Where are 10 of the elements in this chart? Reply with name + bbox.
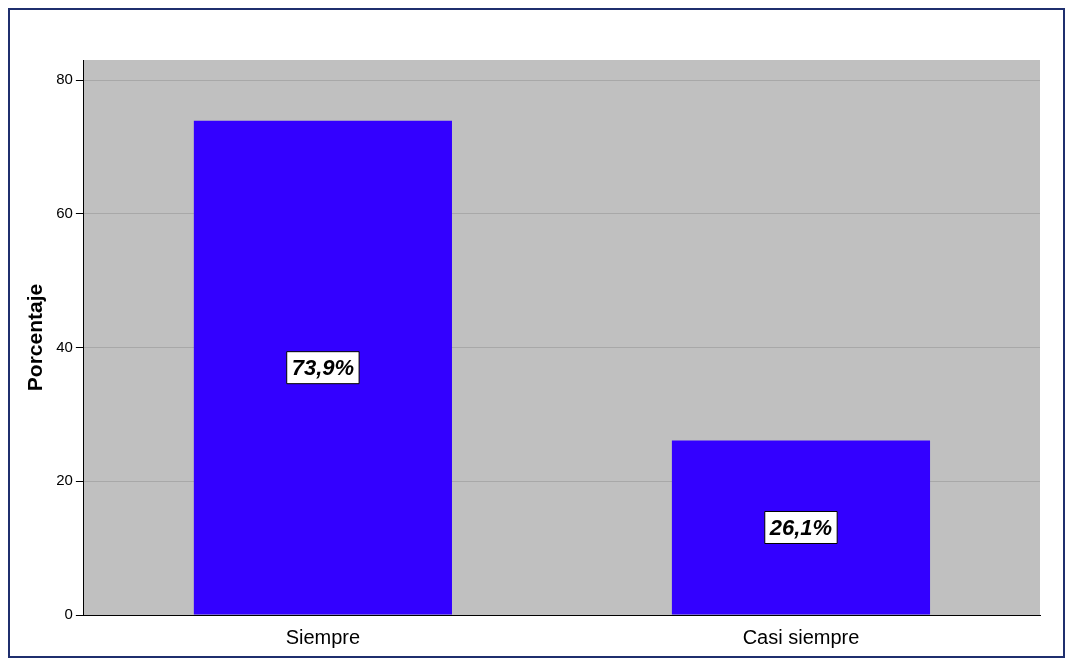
x-tick-label: Casi siempre — [742, 625, 860, 648]
y-tick-label: 0 — [64, 605, 73, 623]
y-axis-title: Porcentaje — [23, 283, 47, 392]
y-tick-label: 80 — [56, 70, 73, 88]
y-tick-label: 40 — [56, 337, 73, 355]
y-tick-label: 20 — [56, 471, 73, 489]
x-tick-label: Siempre — [285, 625, 361, 648]
data-label: 73,9% — [291, 354, 355, 380]
data-label: 26,1% — [768, 514, 833, 540]
y-tick-label: 60 — [56, 203, 73, 221]
